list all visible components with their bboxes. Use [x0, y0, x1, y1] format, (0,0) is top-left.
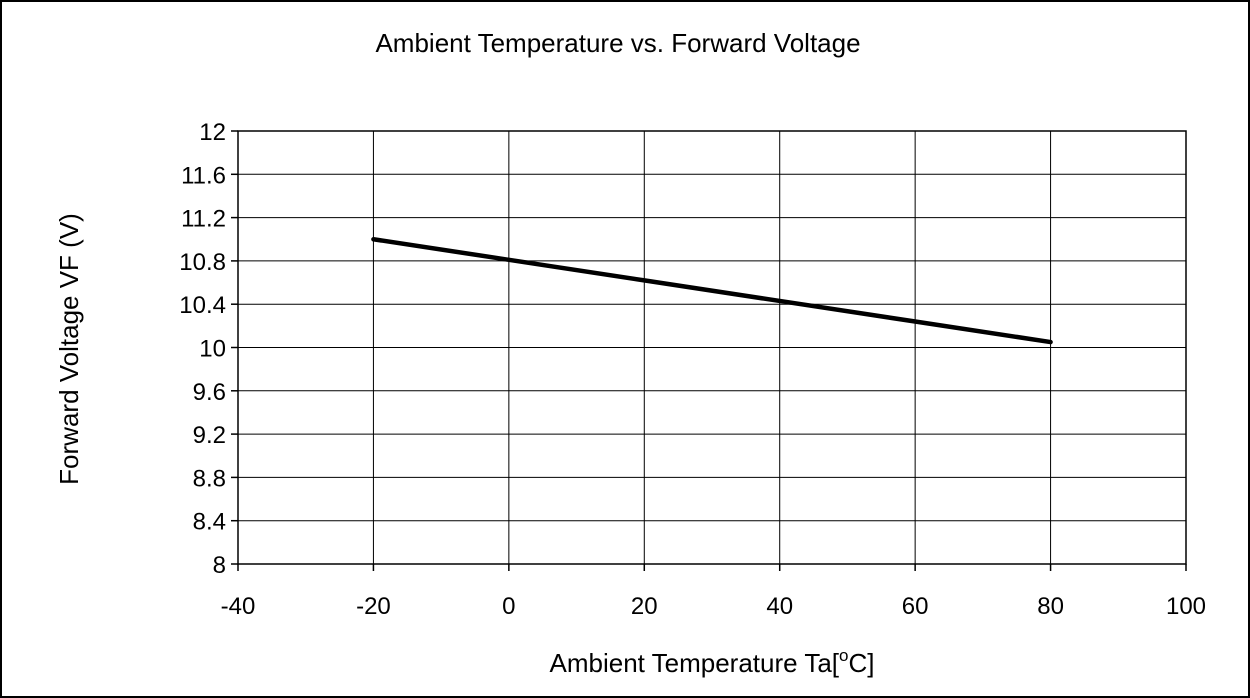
y-axis-tick-labels: 8 8.4 8.8 9.2 9.6 10 10.4 10.8 11.2 11.6 12	[179, 119, 226, 579]
y-tick-label: 10	[199, 336, 226, 363]
x-tick-label: 0	[502, 593, 515, 620]
data-point	[507, 258, 511, 262]
y-tick-label: 11.6	[181, 162, 226, 189]
x-axis-title-superscript: o	[839, 646, 848, 665]
y-tick-label: 11.2	[181, 206, 226, 233]
data-point	[642, 278, 646, 282]
y-tick-label: 12	[199, 119, 226, 146]
y-tick-label: 8	[213, 552, 226, 579]
series-line	[371, 237, 1053, 345]
y-tick-label: 9.2	[193, 422, 226, 449]
data-point	[1049, 340, 1053, 344]
x-tick-label: -20	[356, 593, 391, 620]
axis-tick-marks	[231, 130, 1187, 571]
x-tick-label: 20	[631, 593, 658, 620]
y-tick-label: 8.4	[193, 509, 226, 536]
data-point	[371, 237, 375, 241]
grid-lines	[238, 131, 1186, 564]
x-tick-label: 100	[1166, 593, 1206, 620]
y-axis-title: Forward Voltage VF (V)	[54, 213, 84, 485]
x-tick-label: 60	[902, 593, 929, 620]
chart-title: Ambient Temperature vs. Forward Voltage	[375, 28, 860, 58]
data-point	[913, 320, 917, 324]
y-tick-label: 9.6	[193, 379, 226, 406]
y-tick-label: 10.4	[179, 292, 226, 319]
x-axis-title-suffix: C]	[849, 648, 875, 678]
y-tick-label: 10.8	[179, 249, 226, 276]
x-axis-tick-labels: -40 -20 0 20 40 60 80 100	[221, 593, 1206, 620]
series-layer	[371, 237, 1053, 345]
x-tick-label: -40	[221, 593, 256, 620]
x-tick-label: 40	[766, 593, 793, 620]
data-point	[778, 299, 782, 303]
y-tick-label: 8.8	[193, 465, 226, 492]
x-axis-title-main: Ambient Temperature Ta[	[550, 648, 840, 678]
x-axis-title: Ambient Temperature Ta[oC]	[550, 646, 875, 678]
x-tick-label: 80	[1037, 593, 1064, 620]
